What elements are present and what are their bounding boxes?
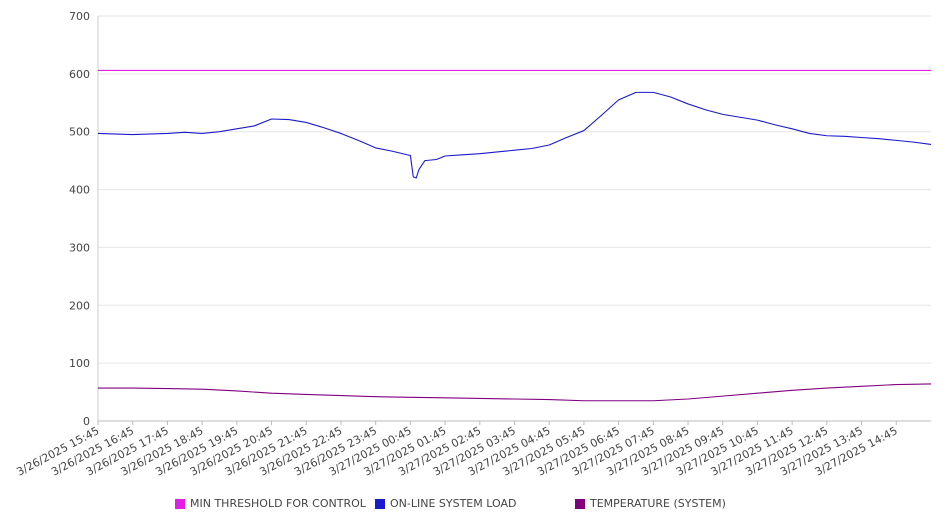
legend-swatch — [575, 498, 585, 509]
line-chart: 0 100 200 300 400 500 600 700 3/26/2025 15:453/… — [14, 10, 932, 479]
grid-lines — [98, 15, 931, 422]
y-tick-label: 300 — [69, 241, 90, 254]
y-tick-label: 500 — [69, 126, 90, 139]
legend-label: ON-LINE SYSTEM LOAD — [390, 497, 517, 510]
y-tick-label: 400 — [69, 184, 90, 197]
axes — [97, 16, 897, 425]
y-tick-labels: 0 100 200 300 400 500 600 700 — [69, 10, 90, 428]
y-tick-label: 700 — [69, 10, 90, 23]
legend-item-2: ON-LINE SYSTEM LOAD — [375, 497, 516, 510]
legend-swatch — [175, 498, 185, 509]
series-lines — [97, 69, 932, 402]
legend-swatch — [375, 498, 385, 509]
y-tick-label: 0 — [83, 415, 90, 428]
series-line-3 — [98, 383, 932, 402]
y-tick-label: 600 — [69, 68, 90, 81]
series-line-2 — [97, 91, 932, 179]
y-tick-label: 200 — [69, 299, 90, 312]
legend-item-3: TEMPERATURE (SYSTEM) — [575, 497, 726, 510]
legend: MIN THRESHOLD FOR CONTROL ON-LINE SYSTEM … — [0, 497, 946, 515]
y-tick-label: 100 — [69, 357, 90, 370]
legend-label: MIN THRESHOLD FOR CONTROL — [190, 497, 366, 510]
legend-label: TEMPERATURE (SYSTEM) — [590, 497, 726, 510]
legend-item-1: MIN THRESHOLD FOR CONTROL — [175, 497, 366, 510]
x-tick-labels: 3/26/2025 15:453/26/2025 16:453/26/2025 … — [14, 424, 899, 478]
